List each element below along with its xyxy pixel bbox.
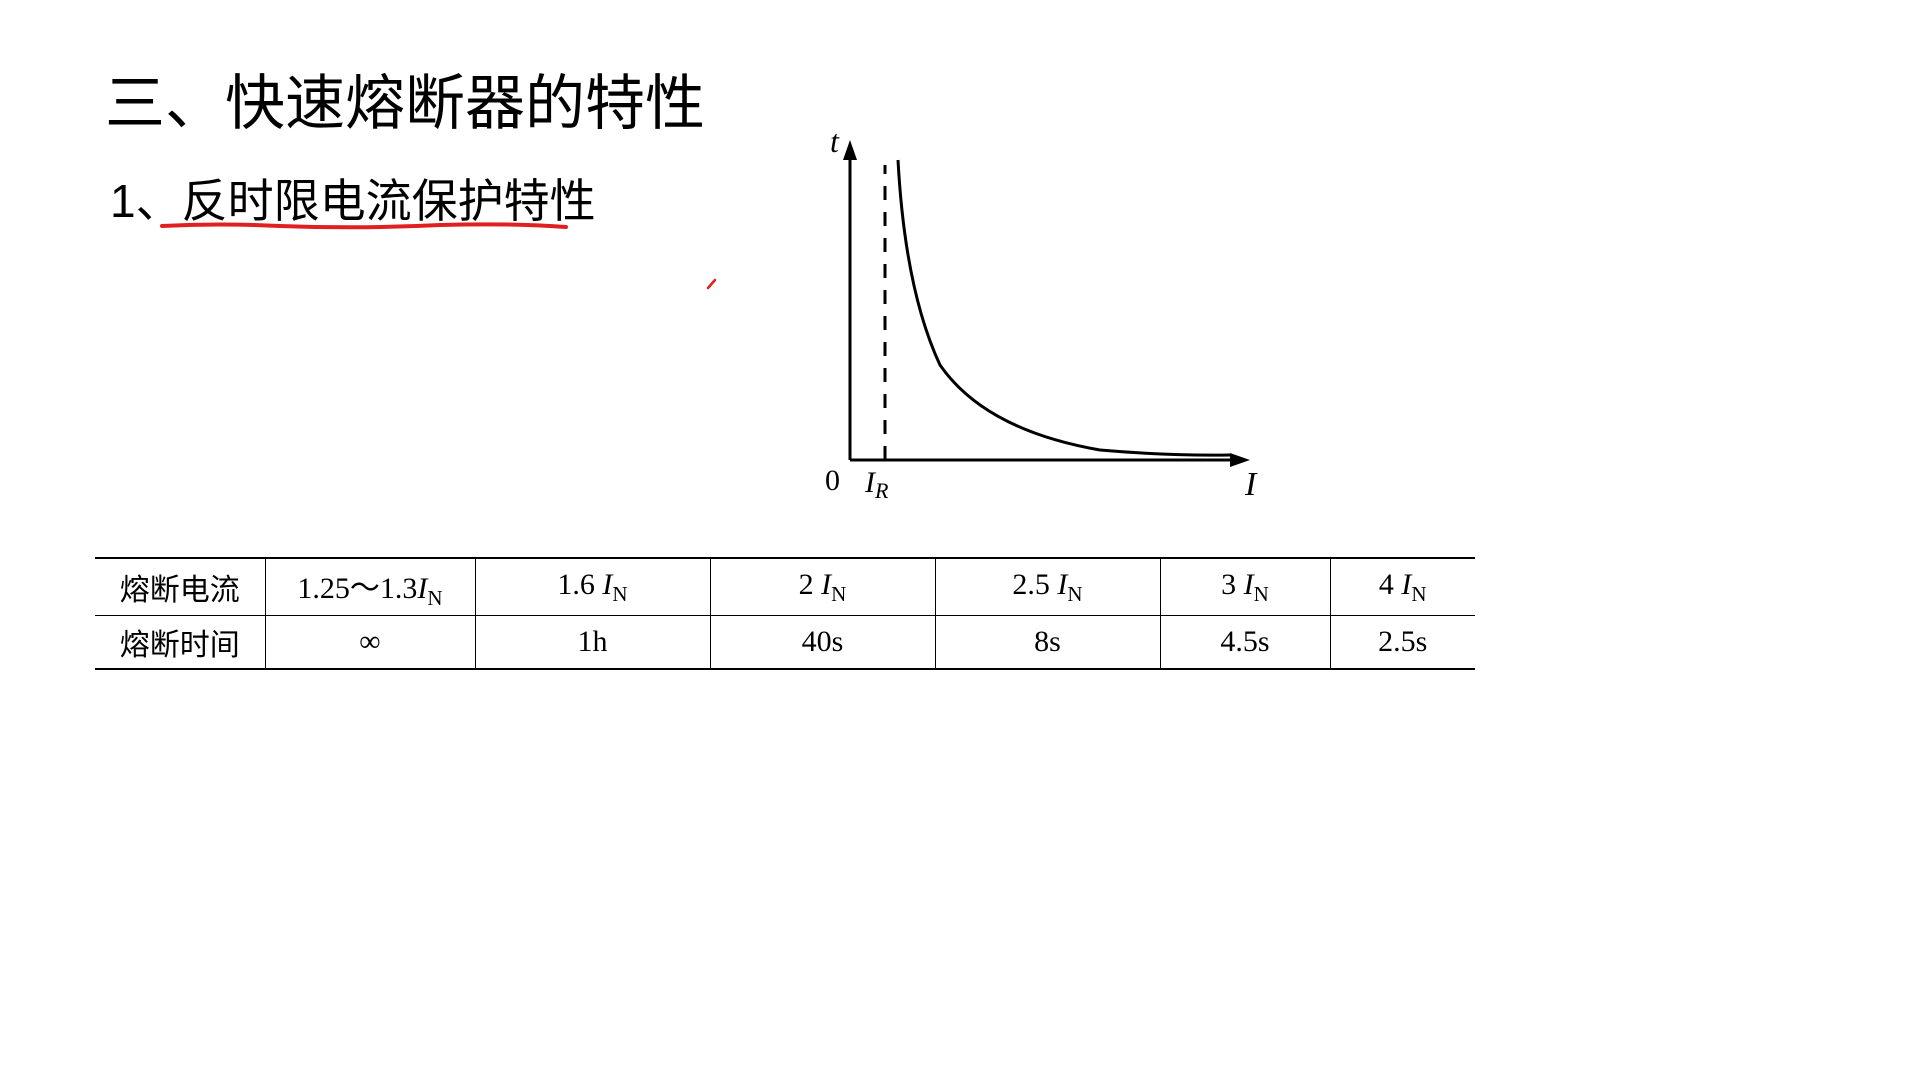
cell: 40s [710,616,935,670]
table-row: 熔断电流 1.25～1.3IN 1.6 IN 2 IN 2.5 IN 3 IN … [95,558,1475,616]
cell: 3 IN [1160,558,1330,616]
origin-label: 0 [825,464,840,497]
cell: 1.6 IN [475,558,710,616]
cell: ∞ [265,616,475,670]
x-axis-label: I [1244,466,1258,503]
red-cursor-mark [706,278,718,290]
cell: 2 IN [710,558,935,616]
fuse-characteristic-table: 熔断电流 1.25～1.3IN 1.6 IN 2 IN 2.5 IN 3 IN … [95,557,1475,670]
cell: 8s [935,616,1160,670]
cell: 2.5 IN [935,558,1160,616]
cell: 2.5s [1330,616,1475,670]
subtitle-underline [160,220,570,232]
cell: 1h [475,616,710,670]
row-label: 熔断电流 [95,558,265,616]
cell: 1.25～1.3IN [265,558,475,616]
slide-title: 三、快速熔断器的特性 [105,55,705,142]
cell: 4 IN [1330,558,1475,616]
row-label: 熔断时间 [95,616,265,670]
inverse-time-curve-chart: t 0 IR I [790,130,1270,510]
asymptote-label: IR [864,466,889,503]
table-row: 熔断时间 ∞ 1h 40s 8s 4.5s 2.5s [95,616,1475,670]
y-axis-label: t [830,130,840,159]
cell: 4.5s [1160,616,1330,670]
